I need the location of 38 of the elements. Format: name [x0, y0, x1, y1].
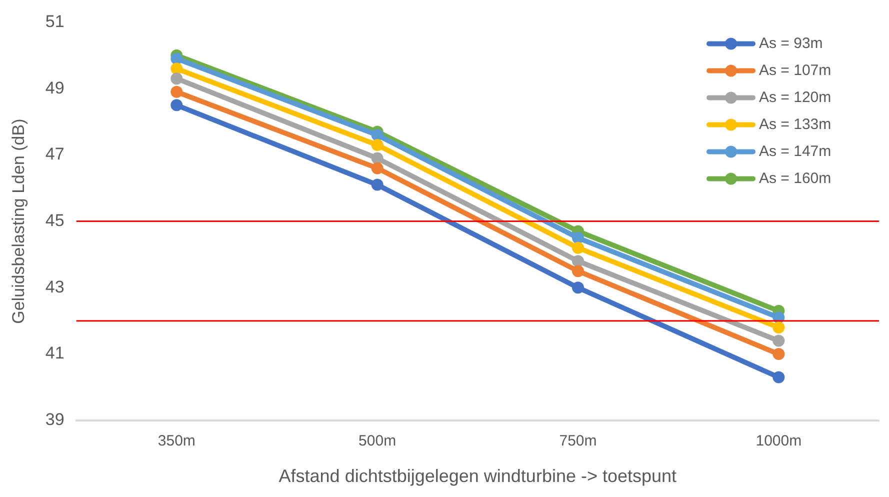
legend-label: As = 93m: [759, 34, 823, 52]
point: [572, 255, 584, 268]
point: [170, 99, 183, 112]
point: [371, 129, 384, 142]
point: [170, 62, 183, 75]
y-tick-label: 43: [45, 277, 64, 296]
legend-label: As = 160m: [759, 170, 832, 187]
point: [371, 162, 384, 174]
legend-label: As = 107m: [759, 62, 832, 79]
y-tick-label: 39: [45, 410, 64, 430]
point: [772, 348, 785, 360]
x-tick-label: 500m: [358, 432, 396, 450]
point: [572, 242, 584, 254]
legend-label: As = 147m: [759, 142, 832, 160]
legend-label: As = 133m: [759, 116, 832, 133]
point: [772, 334, 785, 347]
y-tick-label: 51: [45, 12, 64, 31]
point: [772, 371, 785, 384]
legend-label: As = 120m: [759, 88, 832, 106]
y-axis-title: Geluidsbelasting Lden (dB): [8, 118, 28, 324]
point: [371, 178, 384, 191]
point: [572, 232, 584, 244]
point: [572, 282, 584, 294]
x-tick-label: 750m: [559, 432, 597, 450]
point: [371, 138, 384, 151]
y-tick-label: 45: [45, 210, 64, 230]
y-tick-label: 49: [45, 78, 64, 98]
point: [170, 72, 183, 85]
y-tick-label: 41: [45, 344, 64, 363]
x-tick-label: 1000m: [756, 432, 802, 450]
point: [170, 86, 183, 98]
x-axis-title: Afstand dichtstbijgelegen windturbine -> toetspunt: [278, 466, 677, 486]
point: [371, 152, 384, 164]
point: [572, 265, 584, 278]
point: [170, 52, 183, 65]
x-tick-label: 350m: [158, 432, 196, 450]
y-tick-label: 47: [45, 144, 64, 164]
point: [772, 321, 785, 334]
